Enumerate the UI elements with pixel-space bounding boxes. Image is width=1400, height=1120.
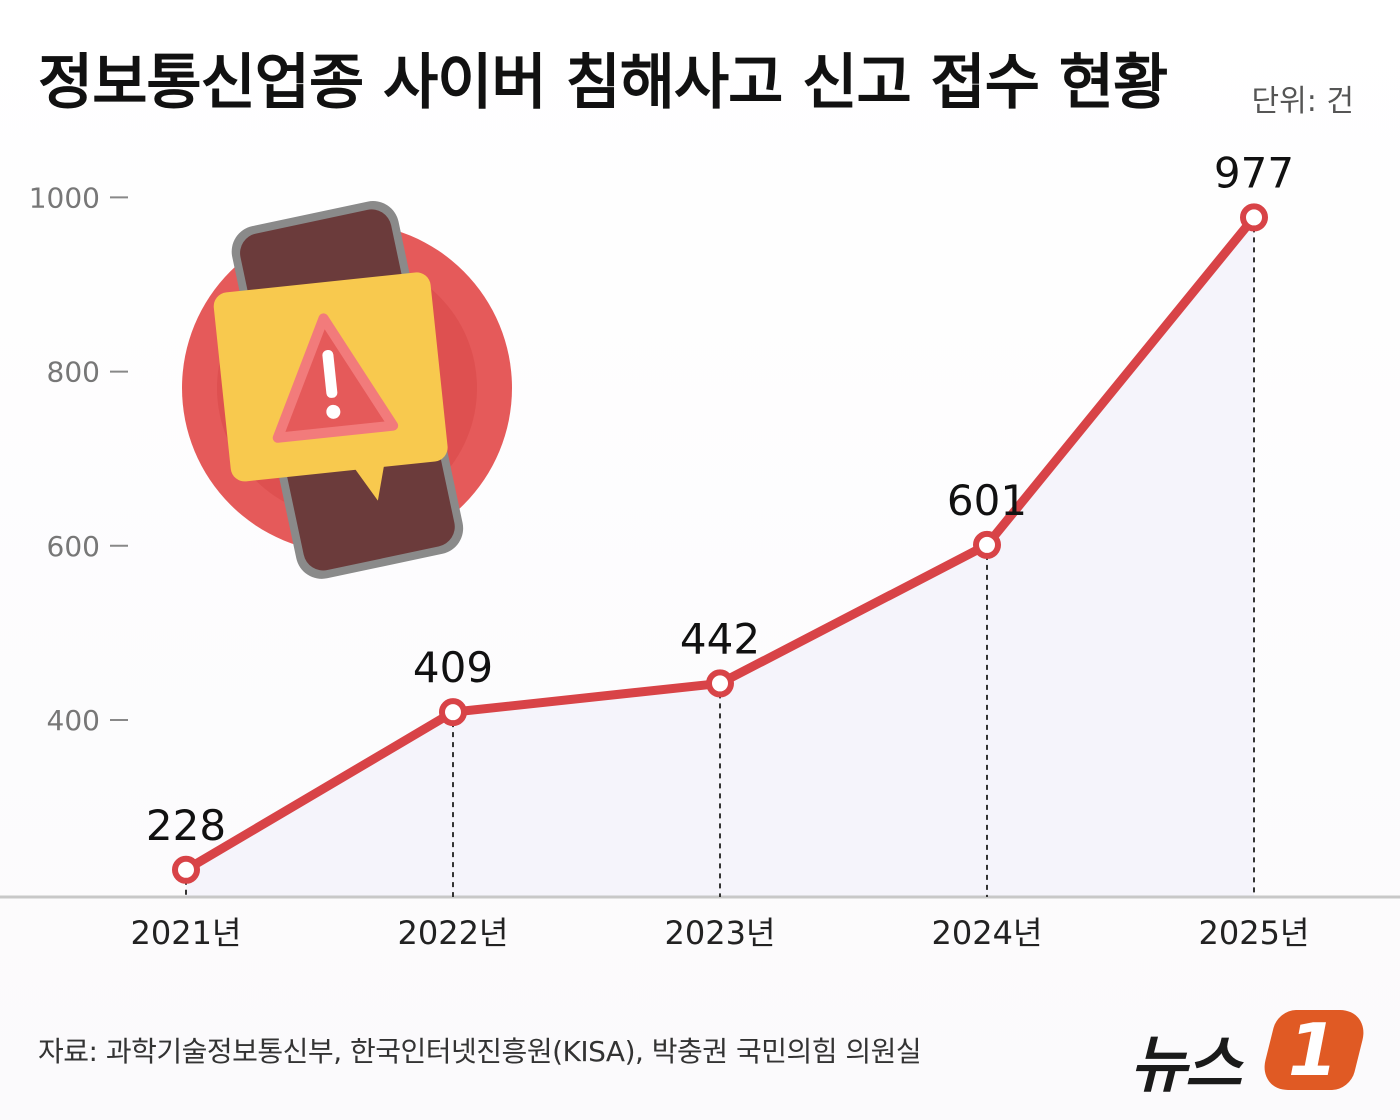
x-tick-label: 2021년 [131,914,242,952]
x-tick-label: 2024년 [932,914,1043,952]
x-axis: 2021년 2022년 2023년 2024년 2025년 [131,914,1310,952]
source-note: 자료: 과학기술정보통신부, 한국인터넷진흥원(KISA), 박충권 국민의힘 … [38,1035,922,1068]
data-label: 228 [146,801,226,850]
data-point [1240,203,1268,232]
y-axis: 400 600 800 1000 [29,181,128,737]
data-point [439,698,467,727]
data-point [706,669,734,698]
x-tick-label: 2025년 [1199,914,1310,952]
data-label: 977 [1214,148,1294,197]
x-tick-label: 2022년 [398,914,509,952]
logo-text: 뉴스 [1130,1028,1242,1101]
y-tick-label: 1000 [29,181,100,214]
x-tick-label: 2023년 [665,914,776,952]
chart-title: 정보통신업종 사이버 침해사고 신고 접수 현황 [38,48,1168,118]
data-markers [172,203,1268,884]
y-tick-label: 800 [47,356,100,389]
data-labels: 228 409 442 601 977 [146,148,1294,849]
unit-label: 단위: 건 [1251,84,1354,119]
data-point [973,530,1001,559]
data-point [172,855,200,884]
logo-badge-number: 1 [1287,1008,1338,1092]
data-label: 409 [413,643,493,692]
phone-warning-alert-icon [182,201,512,579]
line-chart: 400 600 800 1000 228 409 442 601 977 2021년 2022년… [0,148,1400,952]
news1-logo: 뉴스 1 [1130,1008,1370,1101]
y-tick-label: 400 [47,704,100,737]
y-tick-label: 600 [47,530,100,563]
data-label: 601 [947,476,1027,525]
data-label: 442 [680,614,760,663]
